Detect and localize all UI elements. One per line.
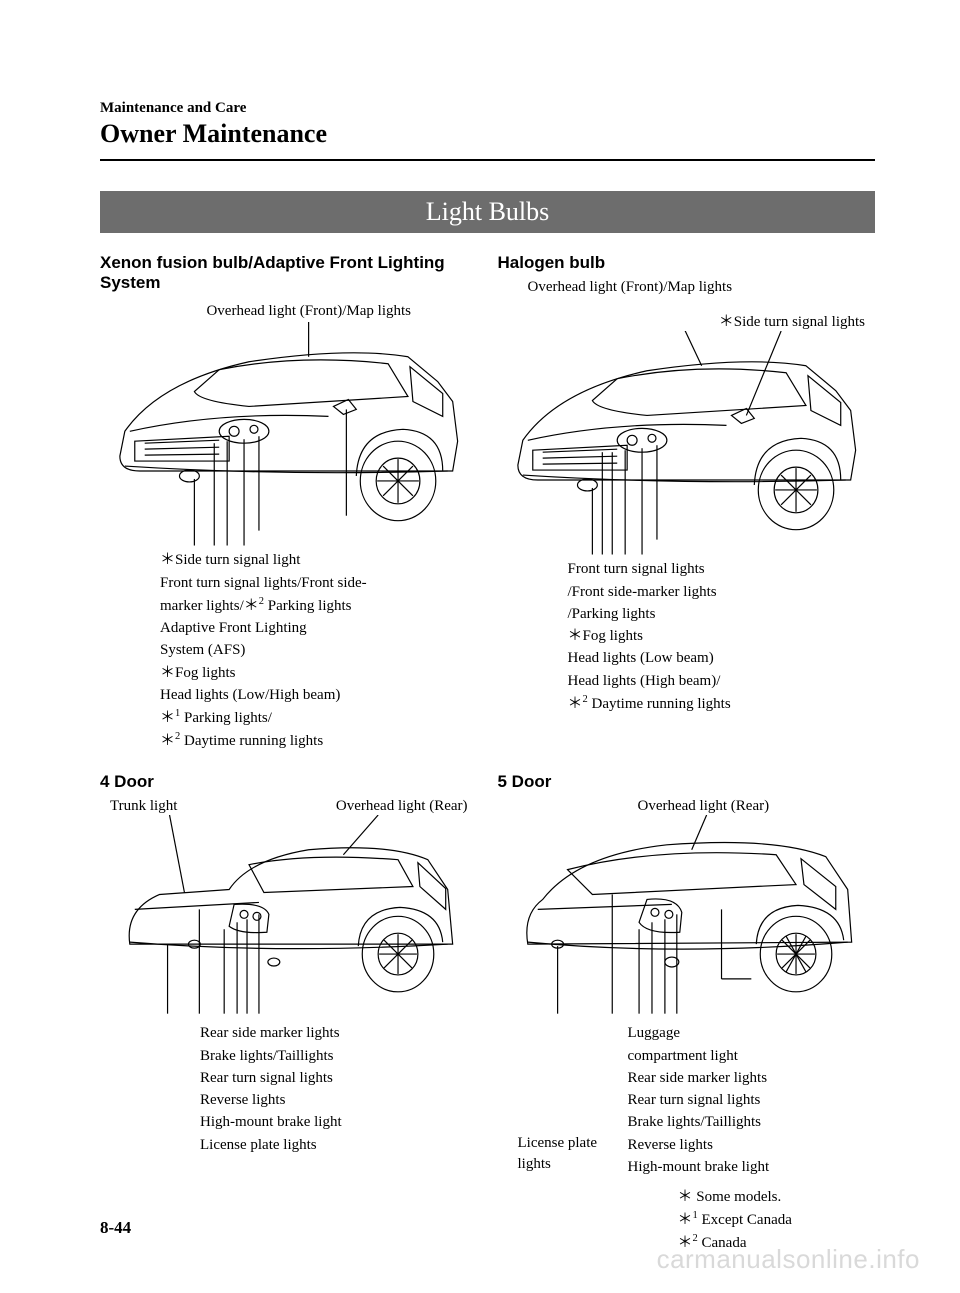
label-rts-l: Rear turn signal lights (200, 1068, 478, 1088)
label-fog: ＊Fog lights (160, 663, 478, 683)
halogen-column: Halogen bulb Overhead light (Front)/Map … (498, 253, 876, 754)
xenon-subhead: Xenon fusion bulb/Adaptive Front Lightin… (100, 253, 478, 293)
label-front-turn-b: marker lights/＊2 Parking lights (160, 595, 478, 616)
top-row: Xenon fusion bulb/Adaptive Front Lightin… (100, 253, 875, 754)
label-rts-r: Rear turn signal lights (628, 1090, 876, 1110)
page-number: 8-44 (100, 1218, 131, 1238)
label-front-turn-rc: /Parking lights (568, 604, 876, 624)
legend-except-canada: ＊1 Except Canada (678, 1208, 876, 1229)
overhead-label-right: Overhead light (Front)/Map lights (498, 279, 876, 296)
label-rev-r: Reverse lights (628, 1135, 876, 1155)
label-hmb-r: High-mount brake light (628, 1157, 876, 1177)
legend-block: ＊ Some models. ＊1 Except Canada ＊2 Canad… (498, 1185, 876, 1252)
label-front-turn-rb: /Front side-marker lights (568, 582, 876, 602)
label-brake-l: Brake lights/Taillights (200, 1046, 478, 1066)
four-door-label-block: Rear side marker lights Brake lights/Tai… (100, 1023, 478, 1155)
label-rev-l: Reverse lights (200, 1090, 478, 1110)
legend-some: ＊ Some models. (678, 1185, 876, 1206)
five-door-column: 5 Door Overhead light (Rear) (498, 772, 876, 1254)
label-brake-r: Brake lights/Taillights (628, 1112, 876, 1132)
xenon-label-block: ＊Side turn signal light Front turn signa… (100, 550, 478, 751)
halogen-label-block: Front turn signal lights /Front side-mar… (498, 559, 876, 714)
car-front-diagram-left (100, 322, 478, 550)
overhead-label-left: Overhead light (Front)/Map lights (100, 303, 478, 320)
label-rsm-r: Rear side marker lights (628, 1068, 876, 1088)
label-drl-r: ＊2 Daytime running lights (568, 693, 876, 714)
page-header: Maintenance and Care Owner Maintenance (100, 100, 875, 149)
label-head-high: Head lights (High beam)/ (568, 671, 876, 691)
car-rear-diagram-5door (498, 815, 876, 1024)
label-hmb-l: High-mount brake light (200, 1112, 478, 1132)
car-rear-diagram-4door (100, 815, 478, 1024)
label-lpl-l: License plate lights (200, 1135, 478, 1155)
label-lug-a: Luggage (628, 1023, 876, 1043)
chapter-label: Maintenance and Care (100, 100, 875, 117)
four-door-column: 4 Door Trunk light Overhead light (Rear) (100, 772, 478, 1254)
label-parking: ＊1 Parking lights/ (160, 707, 478, 728)
label-lug-b: compartment light (628, 1046, 876, 1066)
section-title: Owner Maintenance (100, 119, 875, 149)
label-trunk-light: Trunk light (110, 798, 177, 815)
label-head-low: Head lights (Low beam) (568, 648, 876, 668)
label-front-turn-a: Front turn signal lights/Front side- (160, 573, 478, 593)
label-drl: ＊2 Daytime running lights (160, 730, 478, 751)
five-door-label-row: License plate lights Luggage compartment… (498, 1023, 876, 1179)
label-lpl-r: License plate lights (518, 1133, 628, 1174)
watermark: carmanualsonline.info (657, 1244, 920, 1275)
xenon-column: Xenon fusion bulb/Adaptive Front Lightin… (100, 253, 478, 754)
label-side-turn: ＊Side turn signal light (160, 550, 478, 570)
four-door-subhead: 4 Door (100, 772, 478, 792)
five-door-subhead: 5 Door (498, 772, 876, 792)
topic-banner: Light Bulbs (100, 191, 875, 233)
label-rsm-l: Rear side marker lights (200, 1023, 478, 1043)
header-divider (100, 159, 875, 161)
label-overhead-rear-r: Overhead light (Rear) (638, 798, 770, 814)
bottom-row: 4 Door Trunk light Overhead light (Rear) (100, 772, 875, 1254)
label-overhead-rear-l: Overhead light (Rear) (336, 798, 468, 815)
label-fog-r: ＊Fog lights (568, 626, 876, 646)
label-side-turn-right: ＊Side turn signal lights (498, 310, 876, 331)
car-front-diagram-right (498, 331, 876, 559)
five-door-label-block: Luggage compartment light Rear side mark… (628, 1023, 876, 1179)
label-head: Head lights (Low/High beam) (160, 685, 478, 705)
halogen-subhead: Halogen bulb (498, 253, 876, 273)
label-afs-a: Adaptive Front Lighting (160, 618, 478, 638)
label-afs-b: System (AFS) (160, 640, 478, 660)
label-front-turn-ra: Front turn signal lights (568, 559, 876, 579)
